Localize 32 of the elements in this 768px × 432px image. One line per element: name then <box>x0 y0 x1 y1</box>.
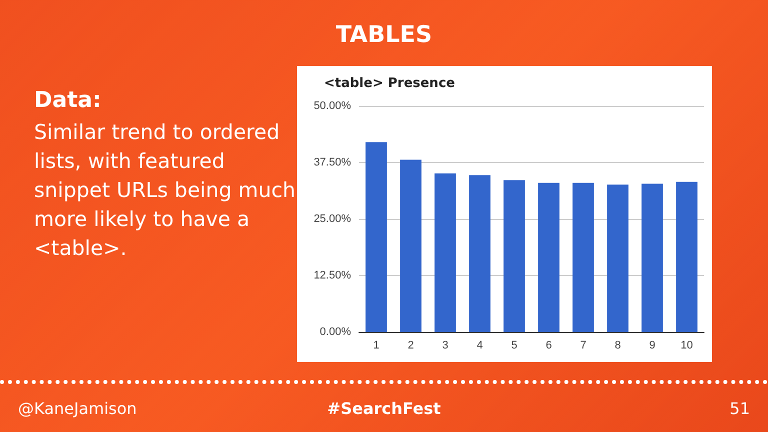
text: #SearchFest <box>327 399 441 418</box>
bar <box>607 184 628 332</box>
x-tick-label: 1 <box>373 340 380 352</box>
x-tick-label: 8 <box>614 340 621 352</box>
bar <box>434 173 456 332</box>
bar <box>504 180 525 332</box>
y-tick-label: 25.00% <box>314 213 352 225</box>
x-tick-label: 3 <box>442 340 448 352</box>
chart-title: <table> Presence <box>324 76 456 91</box>
bar <box>400 160 422 332</box>
y-tick-label: 0.00% <box>320 326 352 338</box>
x-tick-label: 9 <box>649 340 656 352</box>
bar <box>366 142 387 332</box>
text: Data: <box>34 88 102 113</box>
bar <box>642 184 663 332</box>
x-tick-label: 7 <box>580 340 586 352</box>
y-tick-label: 37.50% <box>314 156 352 168</box>
x-tick-label: 6 <box>546 340 552 352</box>
bar <box>538 182 560 332</box>
x-tick-label: 4 <box>476 340 483 352</box>
bar <box>676 182 698 332</box>
text: 51 <box>730 399 750 418</box>
bar <box>572 182 594 332</box>
text: TABLES <box>334 22 434 48</box>
y-tick-label: 50.00% <box>314 100 352 112</box>
text: Similar trend to ordered lists, with featured snippet URLs being much more likely to have a <table>. <box>34 119 296 262</box>
x-tick-label: 10 <box>680 340 693 352</box>
text: @KaneJamison <box>18 399 137 418</box>
x-tick-label: 5 <box>511 340 518 352</box>
x-tick-label: 2 <box>408 340 414 352</box>
bar <box>469 175 490 332</box>
y-tick-label: 12.50% <box>314 270 352 282</box>
